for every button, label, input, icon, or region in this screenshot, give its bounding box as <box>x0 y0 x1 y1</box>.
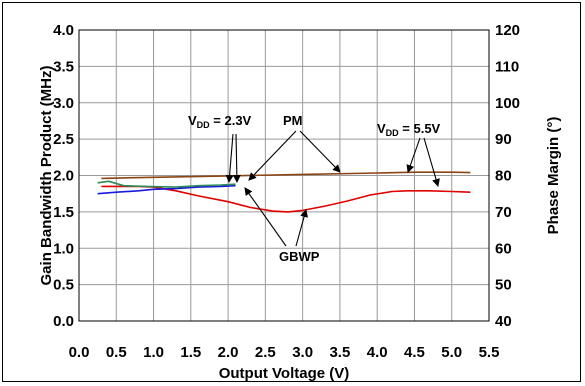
x-tick-label: 1.0 <box>143 344 164 361</box>
y-right-tick-label: 110 <box>495 58 519 75</box>
annotation-arrow-7 <box>295 209 308 247</box>
annotation-vdd-5-5v: VDD = 5.5V <box>377 121 441 138</box>
annotation-pm: PM <box>283 113 303 128</box>
x-tick-label: 3.0 <box>292 344 313 361</box>
y-right-tick-label: 100 <box>495 95 520 112</box>
x-tick-label: 2.5 <box>255 344 276 361</box>
y-left-tick-label: 2.0 <box>53 168 74 185</box>
y-right-tick-label: 40 <box>495 313 512 330</box>
y-right-tick-label: 60 <box>495 240 512 257</box>
annotation-arrows <box>225 130 440 247</box>
x-tick-label: 0.0 <box>69 344 90 361</box>
y-axis-right-label: Phase Margin (°) <box>545 117 562 235</box>
x-tick-label: 2.0 <box>218 344 239 361</box>
tick-labels: 0.0 0.5 1.0 1.5 2.0 2.5 3.0 3.5 4.0 4.5 5.0 5.5 0.0 4… <box>53 22 520 361</box>
y-axis-left-label: Gain Bandwidth Product (MHz) <box>38 66 55 286</box>
x-tick-label: 5.0 <box>441 344 462 361</box>
plot-area <box>78 29 490 322</box>
y-left-tick-label: 3.5 <box>53 58 74 75</box>
series-line-2 <box>97 184 236 195</box>
x-tick-label: 3.5 <box>329 344 350 361</box>
x-tick-label: 4.0 <box>367 344 388 361</box>
x-axis-label: Output Voltage (V) <box>219 365 350 382</box>
annotation-arrow-1 <box>232 133 241 183</box>
annotation-arrow-4 <box>406 137 421 173</box>
annotation-vdd-2-3v: VDD = 2.3V <box>188 113 252 130</box>
x-tick-label: 4.5 <box>404 344 425 361</box>
annotation-arrow-0 <box>225 133 234 183</box>
series-line-3 <box>97 180 236 188</box>
y-left-tick-label: 1.0 <box>53 240 74 257</box>
y-right-tick-label: 90 <box>495 131 512 148</box>
y-right-tick-label: 70 <box>495 204 512 221</box>
chart-frame <box>2 2 581 382</box>
series-line-0 <box>101 171 471 180</box>
grid <box>79 30 489 321</box>
annotation-arrow-2 <box>248 130 297 181</box>
y-left-tick-label: 1.5 <box>53 204 74 221</box>
series-line-1 <box>101 185 471 213</box>
x-tick-label: 1.5 <box>180 344 201 361</box>
annotation-arrow-5 <box>423 137 440 187</box>
annotation-arrow-3 <box>299 130 341 173</box>
y-left-tick-label: 0.0 <box>53 313 74 330</box>
annotation-gbwp: GBWP <box>279 249 320 264</box>
y-left-tick-label: 0.5 <box>53 277 74 294</box>
y-right-tick-label: 120 <box>495 22 520 39</box>
y-left-tick-label: 3.0 <box>53 95 74 112</box>
annotation-arrow-6 <box>244 187 287 247</box>
x-tick-label: 0.5 <box>106 344 127 361</box>
x-tick-label: 5.5 <box>479 344 500 361</box>
y-right-tick-label: 80 <box>495 168 512 185</box>
y-right-tick-label: 50 <box>495 277 512 294</box>
y-left-tick-label: 2.5 <box>53 131 74 148</box>
series-lines <box>97 171 471 213</box>
y-left-tick-label: 4.0 <box>53 22 74 39</box>
